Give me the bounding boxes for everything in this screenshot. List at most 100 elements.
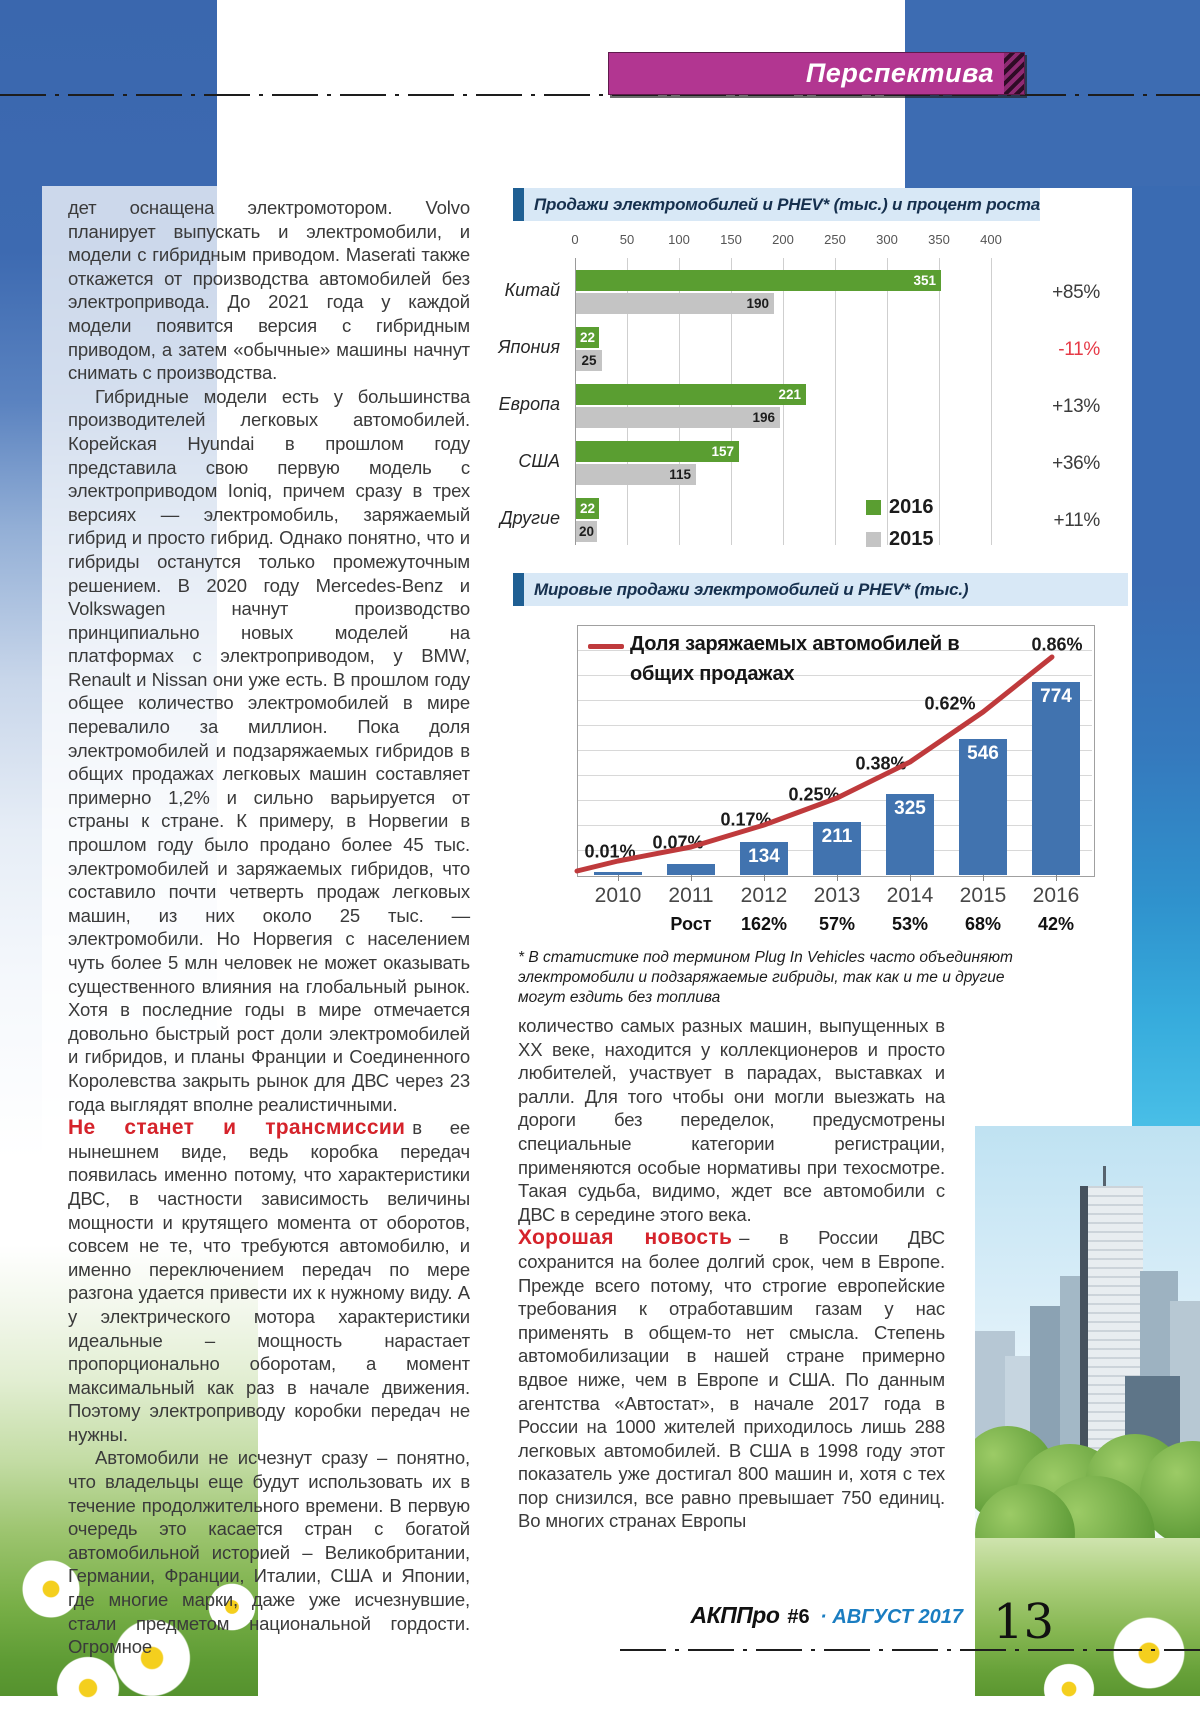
section-paragraph: Не станет и трансмиссии в ее нынешнем вид…	[68, 1116, 470, 1446]
top-rule	[0, 94, 1200, 96]
page-number: 13	[993, 1594, 1055, 1650]
chart2-bar	[1032, 682, 1080, 875]
chart2-year-label: 2015	[959, 884, 1007, 907]
chart2-axis-tick	[764, 875, 765, 881]
chart1-bar-2015: 20	[576, 521, 597, 542]
chart2-bar-value: 774	[1040, 686, 1072, 707]
chart2-share-label: 0.62%	[924, 693, 976, 714]
chart1-bar-2015: 25	[576, 350, 602, 371]
chart2-bar	[740, 842, 788, 875]
chart1-axis-line	[575, 258, 576, 545]
chart1-growth-label: +11%	[1053, 510, 1100, 531]
issue-date: · АВГУСТ 2017	[820, 1606, 963, 1628]
chart2-year-label: 2010	[594, 884, 642, 907]
paragraph: дет оснащена электромотором. Volvo плани…	[68, 197, 470, 384]
footer-credit: АКППро #6 · АВГУСТ 2017	[600, 1602, 963, 1629]
chart1-growth-label: +85%	[1052, 282, 1100, 303]
city-skyline-photo	[975, 1126, 1200, 1542]
section-banner-label: Перспектива	[805, 58, 994, 88]
chart2-legend-label: Доля заряжаемых автомобилей в общих прод…	[630, 633, 960, 685]
section-heading: Не станет и трансмиссии	[68, 1116, 406, 1140]
magazine-logo: АКППро	[690, 1602, 780, 1628]
flower-daisy	[205, 1580, 259, 1634]
paragraph: Автомобили не исчезнут сразу – понятно, …	[68, 1447, 470, 1658]
chart2-bar	[813, 822, 861, 875]
chart1-bar-2015: 196	[576, 407, 780, 428]
chart1-category-label: Европа	[498, 394, 560, 414]
chart2-bar	[594, 872, 642, 875]
chart1-legend-swatch	[866, 532, 881, 547]
chart1-growth-label: -11%	[1058, 339, 1100, 360]
chart1-growth-label: +36%	[1052, 453, 1100, 474]
chart2-legend-line-swatch	[588, 644, 624, 649]
chart1-axis-tick-label: 300	[876, 232, 898, 247]
issue-number: #6	[787, 1606, 810, 1628]
chart1-gridline	[835, 258, 836, 545]
chart2-axis-tick	[1056, 875, 1057, 881]
chart1-bar-2016: 22	[576, 327, 599, 348]
chart1-category-label: Китай	[504, 280, 560, 300]
chart2-axis-tick	[910, 875, 911, 881]
section-text: в ее нынешнем виде, ведь коробка передач…	[68, 1117, 471, 1445]
chart1-axis-tick-label: 350	[928, 232, 950, 247]
chart2-year-label: 2013	[813, 884, 861, 907]
chart1-bar-2015: 115	[576, 464, 696, 485]
chart2-growth-value: 162%	[740, 914, 788, 934]
chart1-bar-2016: 351	[576, 270, 941, 291]
chart1-header-bar: Продажи электромобилей и PHEV* (тыс.) и …	[513, 188, 1040, 221]
chart2-header-bar: Мировые продажи электромобилей и PHEV* (…	[513, 573, 1128, 606]
chart2-share-label: 0.86%	[1031, 634, 1083, 655]
building-antenna	[1103, 1166, 1106, 1188]
section-paragraph: Хорошая новость – в России ДВС сохранится…	[518, 1226, 945, 1533]
chart2-gridline	[578, 700, 1092, 701]
chart2-year-label: 2014	[886, 884, 934, 907]
section-heading: Хорошая новость	[518, 1226, 733, 1250]
chart2-axis-tick	[983, 875, 984, 881]
chart2-axis-tick	[691, 875, 692, 881]
chart2-bar-value: 325	[894, 798, 926, 819]
article-right-column: количество самых разных машин, выпущенны…	[518, 1014, 945, 1533]
flower-daisy	[18, 1556, 84, 1622]
chart2-gridline	[578, 750, 1092, 751]
chart2-bar	[667, 864, 715, 875]
article-left-column: дет оснащена электромотором. Volvo плани…	[68, 196, 470, 1659]
chart2-share-label: 0.01%	[584, 841, 636, 862]
chart1-axis-tick-label: 50	[619, 232, 635, 247]
chart2-bar	[886, 794, 934, 875]
chart1-legend-label: 2016	[889, 496, 934, 518]
section-text: – в России ДВС сохранится на более долги…	[518, 1227, 945, 1532]
paragraph: Гибридные модели есть у большинства прои…	[68, 385, 470, 1115]
chart1-legend-label: 2015	[889, 528, 934, 550]
chart1-legend-swatch	[866, 500, 881, 515]
chart2-bar-value: 134	[748, 846, 780, 867]
chart2-bar-value: 211	[821, 826, 853, 847]
chart1-title: Продажи электромобилей и PHEV* (тыс.) и …	[534, 195, 1040, 214]
chart2-bar	[959, 739, 1007, 875]
header-tab-decor	[513, 188, 524, 221]
chart2-year-label: 2011	[668, 884, 714, 907]
chart2-year-label: 2016	[1032, 884, 1080, 907]
chart1-axis-tick-label: 250	[824, 232, 846, 247]
chart2-bar-value: 546	[967, 743, 999, 764]
chart1-axis-tick-label: 100	[668, 232, 690, 247]
chart1-bar-2016: 221	[576, 384, 806, 405]
chart2-growth-row-label: Рост	[670, 914, 712, 934]
chart2-growth-value: 57%	[818, 914, 856, 934]
chart2-axis-tick	[618, 875, 619, 881]
section-banner: Перспектива	[608, 52, 1025, 95]
chart2-trend-line	[574, 654, 1055, 874]
footer-rule	[620, 1649, 1200, 1651]
chart1-category-label: Другие	[500, 508, 560, 528]
chart2-growth-value: 53%	[891, 914, 929, 934]
chart1-bar-2015: 190	[576, 293, 774, 314]
chart1-gridline	[991, 258, 992, 545]
paragraph: количество самых разных машин, выпущенны…	[518, 1015, 945, 1225]
chart2-gridline	[578, 650, 1092, 651]
banner-hatch-decor	[1004, 53, 1024, 94]
chart2-gridline	[578, 775, 1092, 776]
chart2-gridline	[578, 725, 1092, 726]
chart2-growth-value: 68%	[964, 914, 1002, 934]
chart1-gridline	[887, 258, 888, 545]
chart1-bar-2016: 22	[576, 498, 599, 519]
chart1-bar-2016: 157	[576, 441, 739, 462]
